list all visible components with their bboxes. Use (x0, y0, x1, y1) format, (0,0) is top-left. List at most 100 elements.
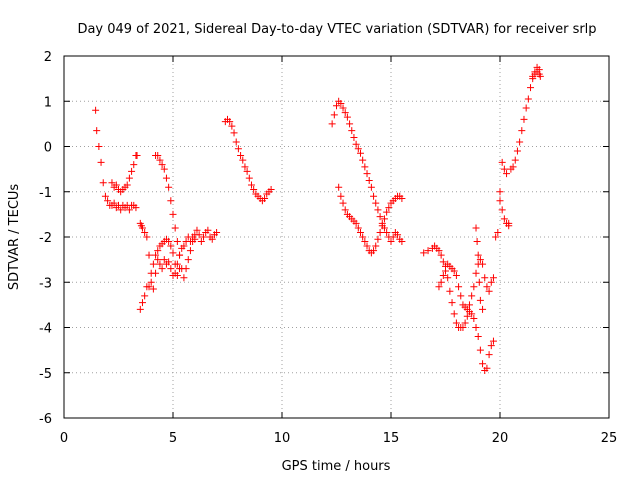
data-point (356, 228, 364, 236)
data-point (470, 314, 478, 322)
data-point (452, 271, 460, 279)
data-point (476, 296, 484, 304)
data-point (125, 206, 133, 214)
data-point (250, 185, 258, 193)
data-point (133, 152, 141, 160)
data-point (370, 247, 378, 255)
data-point (145, 251, 153, 259)
y-tick-label: -1 (39, 186, 52, 201)
data-point (186, 247, 194, 255)
data-point (472, 269, 480, 277)
data-point (154, 247, 162, 255)
data-point (513, 147, 521, 155)
data-point (498, 158, 506, 166)
data-point (226, 118, 234, 126)
data-point (228, 122, 236, 130)
data-point (398, 195, 406, 203)
data-point (387, 238, 395, 246)
data-point (138, 224, 146, 232)
data-point (343, 113, 351, 121)
data-point (363, 242, 371, 250)
data-point (424, 247, 432, 255)
data-point (101, 192, 109, 200)
data-point (450, 267, 458, 275)
data-points (92, 63, 544, 374)
series-track-f (221, 115, 275, 205)
data-point (330, 111, 338, 119)
data-point (465, 301, 473, 309)
data-point (165, 183, 173, 191)
data-point (200, 233, 208, 241)
y-tick-label: -5 (39, 367, 52, 382)
data-point (383, 228, 391, 236)
series-track-d (136, 235, 184, 313)
y-tick-label: -2 (39, 231, 52, 246)
data-point (156, 260, 164, 268)
data-point (182, 265, 190, 273)
data-point (156, 156, 164, 164)
series-track-h (335, 183, 406, 257)
y-tick-label: 0 (44, 141, 52, 156)
data-point (169, 249, 177, 257)
data-point (95, 143, 103, 150)
data-point (154, 152, 162, 160)
data-point (173, 238, 181, 246)
data-point (359, 156, 367, 164)
data-point (509, 163, 517, 171)
data-point (374, 235, 382, 243)
data-point (479, 260, 487, 268)
y-tick-label: -3 (39, 276, 52, 291)
y-tick-label: -6 (39, 412, 52, 427)
data-point (511, 156, 519, 164)
data-point (446, 287, 454, 295)
data-point (149, 285, 157, 293)
data-point (452, 319, 460, 327)
data-point (518, 127, 526, 135)
data-point (160, 256, 168, 264)
series-track-g (328, 97, 406, 246)
data-point (468, 292, 476, 300)
data-point (359, 233, 367, 241)
data-point (472, 324, 480, 331)
data-point (536, 72, 544, 80)
data-point (487, 278, 495, 286)
data-point (160, 165, 168, 173)
data-point (455, 283, 463, 291)
data-point (230, 129, 238, 137)
data-point (459, 324, 467, 331)
data-point (346, 120, 354, 128)
data-point (149, 260, 157, 268)
x-tick-label: 10 (274, 431, 291, 446)
plot-frame (63, 55, 610, 419)
data-point (341, 206, 349, 214)
data-point (503, 170, 511, 178)
data-point (184, 256, 192, 264)
data-point (356, 149, 364, 157)
data-point (472, 224, 480, 232)
data-point (463, 312, 471, 320)
data-point (171, 224, 179, 232)
series-track-b (108, 152, 141, 196)
data-point (141, 228, 149, 236)
data-point (261, 195, 269, 203)
data-point (485, 351, 493, 359)
series-track-i (420, 242, 497, 374)
data-point (171, 260, 179, 268)
data-point (435, 247, 443, 255)
data-point (522, 104, 530, 112)
data-point (444, 274, 452, 282)
data-point (476, 346, 484, 354)
data-point (132, 204, 140, 212)
data-point (92, 106, 100, 114)
data-point (479, 360, 487, 368)
data-point (489, 274, 497, 282)
data-point (333, 102, 340, 110)
data-point (154, 256, 162, 264)
data-point (450, 310, 458, 318)
axis-ticks: 0 5 10 15 20 25 -6 -5 -4 -3 -2 -1 0 1 2 (39, 50, 617, 446)
data-point (352, 140, 360, 148)
data-point (473, 238, 481, 246)
data-point (165, 258, 173, 266)
data-point (439, 258, 447, 266)
data-point (104, 197, 112, 205)
